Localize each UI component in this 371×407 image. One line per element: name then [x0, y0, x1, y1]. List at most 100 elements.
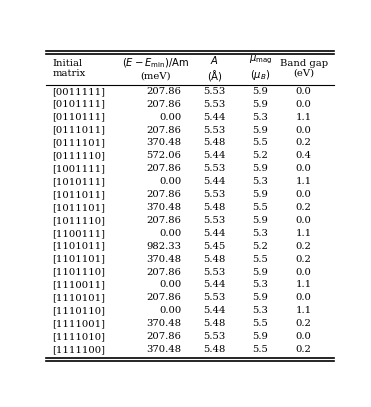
Text: 5.53: 5.53 [203, 126, 226, 135]
Text: [1110101]: [1110101] [52, 293, 105, 302]
Text: 5.48: 5.48 [203, 203, 226, 212]
Text: [1010111]: [1010111] [52, 177, 105, 186]
Text: 207.86: 207.86 [147, 267, 181, 276]
Text: 5.9: 5.9 [253, 87, 269, 96]
Text: 5.9: 5.9 [253, 126, 269, 135]
Text: [0110111]: [0110111] [52, 113, 105, 122]
Text: [1111001]: [1111001] [52, 319, 105, 328]
Text: 1.1: 1.1 [296, 229, 312, 238]
Text: 5.48: 5.48 [203, 138, 226, 147]
Text: 5.9: 5.9 [253, 190, 269, 199]
Text: [0111110]: [0111110] [52, 151, 105, 160]
Text: 5.5: 5.5 [253, 203, 269, 212]
Text: 207.86: 207.86 [147, 87, 181, 96]
Text: 5.44: 5.44 [203, 280, 226, 289]
Text: 0.0: 0.0 [296, 267, 312, 276]
Text: [1001111]: [1001111] [52, 164, 105, 173]
Text: 982.33: 982.33 [147, 242, 181, 251]
Text: 207.86: 207.86 [147, 293, 181, 302]
Text: 0.0: 0.0 [296, 164, 312, 173]
Text: 5.53: 5.53 [203, 100, 226, 109]
Text: 5.53: 5.53 [203, 190, 226, 199]
Text: 0.0: 0.0 [296, 293, 312, 302]
Text: 5.5: 5.5 [253, 319, 269, 328]
Text: 207.86: 207.86 [147, 216, 181, 225]
Text: Band gap
(eV): Band gap (eV) [280, 59, 328, 78]
Text: $(E - E_{\rm min})/{\rm Am}$
(meV): $(E - E_{\rm min})/{\rm Am}$ (meV) [122, 56, 189, 80]
Text: 207.86: 207.86 [147, 332, 181, 341]
Text: $\mu_{\rm mag}$
$(\mu_B)$: $\mu_{\rm mag}$ $(\mu_B)$ [249, 54, 272, 83]
Text: 5.5: 5.5 [253, 138, 269, 147]
Text: 0.0: 0.0 [296, 87, 312, 96]
Text: 0.00: 0.00 [159, 229, 181, 238]
Text: 5.9: 5.9 [253, 293, 269, 302]
Text: 1.1: 1.1 [296, 177, 312, 186]
Text: 5.9: 5.9 [253, 100, 269, 109]
Text: [1011011]: [1011011] [52, 190, 105, 199]
Text: 5.44: 5.44 [203, 113, 226, 122]
Text: 0.2: 0.2 [296, 203, 312, 212]
Text: 207.86: 207.86 [147, 100, 181, 109]
Text: [1011101]: [1011101] [52, 203, 105, 212]
Text: 5.5: 5.5 [253, 255, 269, 264]
Text: 370.48: 370.48 [147, 255, 181, 264]
Text: 0.00: 0.00 [159, 280, 181, 289]
Text: 0.0: 0.0 [296, 216, 312, 225]
Text: 0.00: 0.00 [159, 113, 181, 122]
Text: 5.9: 5.9 [253, 216, 269, 225]
Text: [1101101]: [1101101] [52, 255, 105, 264]
Text: [1011110]: [1011110] [52, 216, 105, 225]
Text: 5.2: 5.2 [253, 242, 269, 251]
Text: 0.2: 0.2 [296, 319, 312, 328]
Text: 207.86: 207.86 [147, 164, 181, 173]
Text: 370.48: 370.48 [147, 345, 181, 354]
Text: 207.86: 207.86 [147, 126, 181, 135]
Text: [0011111]: [0011111] [52, 87, 105, 96]
Text: 5.53: 5.53 [203, 267, 226, 276]
Text: 5.48: 5.48 [203, 255, 226, 264]
Text: 0.2: 0.2 [296, 255, 312, 264]
Text: 5.53: 5.53 [203, 87, 226, 96]
Text: [1111100]: [1111100] [52, 345, 105, 354]
Text: [1100111]: [1100111] [52, 229, 105, 238]
Text: 370.48: 370.48 [147, 138, 181, 147]
Text: [1110011]: [1110011] [52, 280, 105, 289]
Text: 5.53: 5.53 [203, 332, 226, 341]
Text: 0.0: 0.0 [296, 126, 312, 135]
Text: 370.48: 370.48 [147, 203, 181, 212]
Text: 5.3: 5.3 [253, 177, 269, 186]
Text: Initial
matrix: Initial matrix [52, 59, 85, 78]
Text: 1.1: 1.1 [296, 306, 312, 315]
Text: [0111011]: [0111011] [52, 126, 105, 135]
Text: [1111010]: [1111010] [52, 332, 105, 341]
Text: 5.3: 5.3 [253, 113, 269, 122]
Text: 572.06: 572.06 [147, 151, 181, 160]
Text: 5.3: 5.3 [253, 229, 269, 238]
Text: 1.1: 1.1 [296, 280, 312, 289]
Text: 5.53: 5.53 [203, 164, 226, 173]
Text: 0.2: 0.2 [296, 242, 312, 251]
Text: 0.4: 0.4 [296, 151, 312, 160]
Text: [1101110]: [1101110] [52, 267, 105, 276]
Text: 0.00: 0.00 [159, 177, 181, 186]
Text: 370.48: 370.48 [147, 319, 181, 328]
Text: 5.5: 5.5 [253, 345, 269, 354]
Text: [0101111]: [0101111] [52, 100, 105, 109]
Text: 5.9: 5.9 [253, 164, 269, 173]
Text: 5.48: 5.48 [203, 319, 226, 328]
Text: 5.45: 5.45 [203, 242, 226, 251]
Text: 5.44: 5.44 [203, 177, 226, 186]
Text: 5.44: 5.44 [203, 151, 226, 160]
Text: 5.3: 5.3 [253, 280, 269, 289]
Text: 0.2: 0.2 [296, 345, 312, 354]
Text: 0.2: 0.2 [296, 138, 312, 147]
Text: 0.0: 0.0 [296, 332, 312, 341]
Text: 5.53: 5.53 [203, 293, 226, 302]
Text: 5.48: 5.48 [203, 345, 226, 354]
Text: 0.0: 0.0 [296, 100, 312, 109]
Text: 5.53: 5.53 [203, 216, 226, 225]
Text: 0.00: 0.00 [159, 306, 181, 315]
Text: [1101011]: [1101011] [52, 242, 105, 251]
Text: $A$
$(\rm\AA)$: $A$ $(\rm\AA)$ [207, 54, 223, 83]
Text: 207.86: 207.86 [147, 190, 181, 199]
